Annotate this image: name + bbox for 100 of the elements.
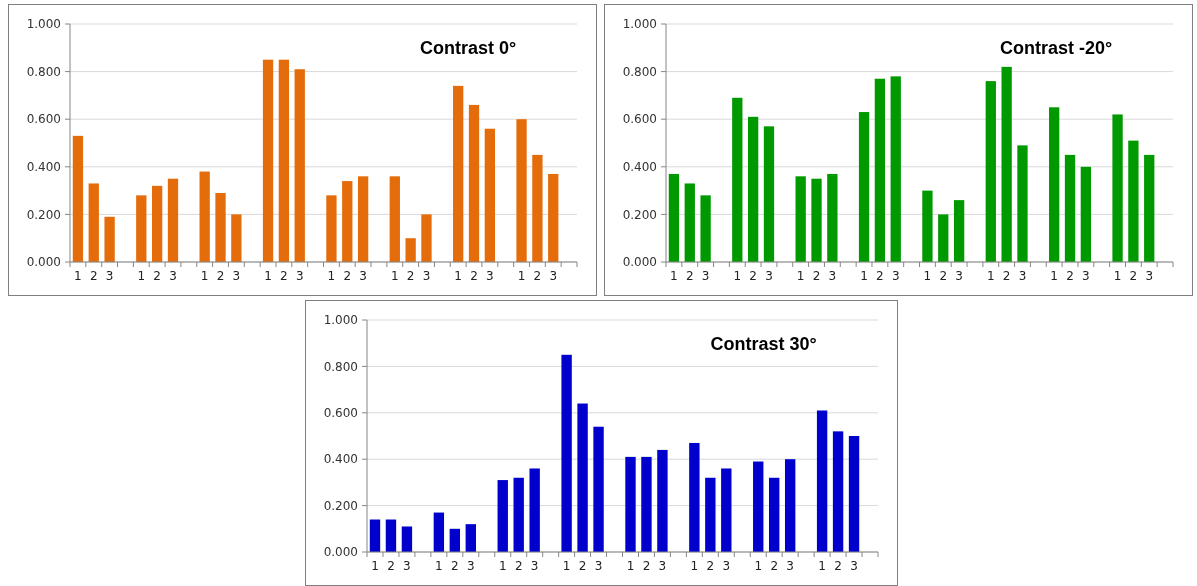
x-tick-label: 3 (765, 269, 773, 283)
text: Contrast 30° (710, 334, 817, 354)
x-tick-label: 1 (454, 269, 462, 283)
bar (577, 403, 588, 552)
bar (763, 126, 775, 262)
y-tick-label: 0.000 (323, 545, 358, 560)
x-tick-label: 2 (1002, 269, 1011, 283)
bar (433, 512, 445, 552)
x-tick-label: 2 (451, 559, 459, 573)
x-tick-label: 1 (754, 559, 763, 573)
bar (858, 112, 870, 262)
x-tick-label: 3 (232, 269, 241, 283)
x-tick-label: 3 (1145, 269, 1154, 283)
bar (151, 185, 163, 262)
bar (497, 480, 508, 552)
x-tick-label: 1 (435, 559, 443, 573)
bar (453, 85, 464, 262)
y-tick-label: 0.200 (622, 207, 657, 222)
bar (262, 59, 274, 262)
y-tick-label: 0.400 (622, 160, 657, 174)
y-tick-label: 0.200 (323, 498, 358, 513)
x-tick-label: 1 (517, 269, 526, 283)
bar (769, 477, 780, 552)
y-tick-label: 0.800 (323, 359, 358, 374)
x-tick-label: 2 (834, 559, 842, 573)
y-tick-label: 0.600 (323, 406, 358, 420)
bar (753, 461, 764, 552)
bar (811, 178, 822, 262)
bar (449, 528, 461, 552)
x-tick-label: 3 (403, 559, 411, 573)
bar (548, 173, 559, 262)
bar (421, 214, 432, 262)
bar (561, 354, 572, 552)
bar (953, 200, 965, 262)
x-tick-label: 2 (343, 269, 352, 283)
x-tick-label: 1 (390, 269, 399, 283)
text: Contrast -20° (999, 38, 1113, 58)
bar (294, 69, 305, 262)
bar (747, 116, 759, 262)
bar (529, 468, 540, 552)
bar (369, 519, 381, 552)
bar (1049, 107, 1060, 262)
bar (1001, 66, 1012, 262)
x-tick-label: 2 (876, 269, 884, 283)
bar (732, 97, 743, 262)
bar (848, 436, 860, 552)
x-tick-label: 1 (733, 269, 742, 283)
x-tick-label: 2 (578, 559, 587, 573)
bar (465, 524, 476, 552)
bar (385, 519, 397, 552)
y-tick-label: 0.400 (26, 160, 61, 174)
bar (401, 526, 413, 552)
x-tick-label: 2 (706, 559, 715, 573)
x-tick-label: 1 (200, 269, 209, 283)
x-tick-label: 2 (216, 269, 225, 283)
bar (721, 468, 732, 552)
y-tick-label: 0.200 (26, 207, 61, 222)
bar (468, 104, 480, 262)
x-tick-label: 3 (359, 269, 367, 283)
bar (1017, 145, 1028, 262)
x-tick-label: 1 (137, 269, 146, 283)
bar (1064, 154, 1076, 262)
x-tick-label: 3 (1082, 269, 1090, 283)
y-tick-label: 0.000 (622, 255, 657, 270)
bar (784, 459, 796, 552)
bar (215, 192, 226, 262)
bar (88, 183, 99, 262)
bar (832, 431, 844, 552)
bar (985, 81, 996, 262)
bar (641, 456, 652, 552)
bar (890, 76, 901, 262)
bar (684, 183, 695, 262)
x-tick-label: 2 (406, 269, 415, 283)
bar (668, 173, 680, 262)
x-tick-label: 2 (1066, 269, 1074, 283)
x-tick-label: 3 (295, 269, 304, 283)
bar (827, 173, 838, 262)
bar (1080, 166, 1092, 262)
x-tick-label: 3 (658, 559, 667, 573)
x-tick-label: 3 (1018, 269, 1027, 283)
y-tick-label: 1.000 (26, 17, 61, 32)
x-tick-label: 2 (280, 269, 288, 283)
x-tick-label: 1 (498, 559, 507, 573)
x-tick-label: 1 (562, 559, 571, 573)
x-tick-label: 1 (264, 269, 272, 283)
x-tick-label: 2 (89, 269, 98, 283)
x-tick-label: 3 (169, 269, 177, 283)
x-tick-label: 2 (685, 269, 694, 283)
x-tick-label: 2 (470, 269, 478, 283)
bar (938, 214, 949, 262)
y-tick-label: 0.400 (323, 452, 358, 467)
bar (1144, 154, 1155, 262)
x-tick-label: 2 (939, 269, 948, 283)
x-tick-label: 1 (1050, 269, 1058, 283)
x-tick-label: 2 (153, 269, 161, 283)
bar (104, 216, 115, 262)
x-tick-label: 3 (486, 269, 494, 283)
bar (199, 171, 210, 262)
x-tick-label: 1 (626, 559, 635, 573)
bar (593, 426, 604, 552)
